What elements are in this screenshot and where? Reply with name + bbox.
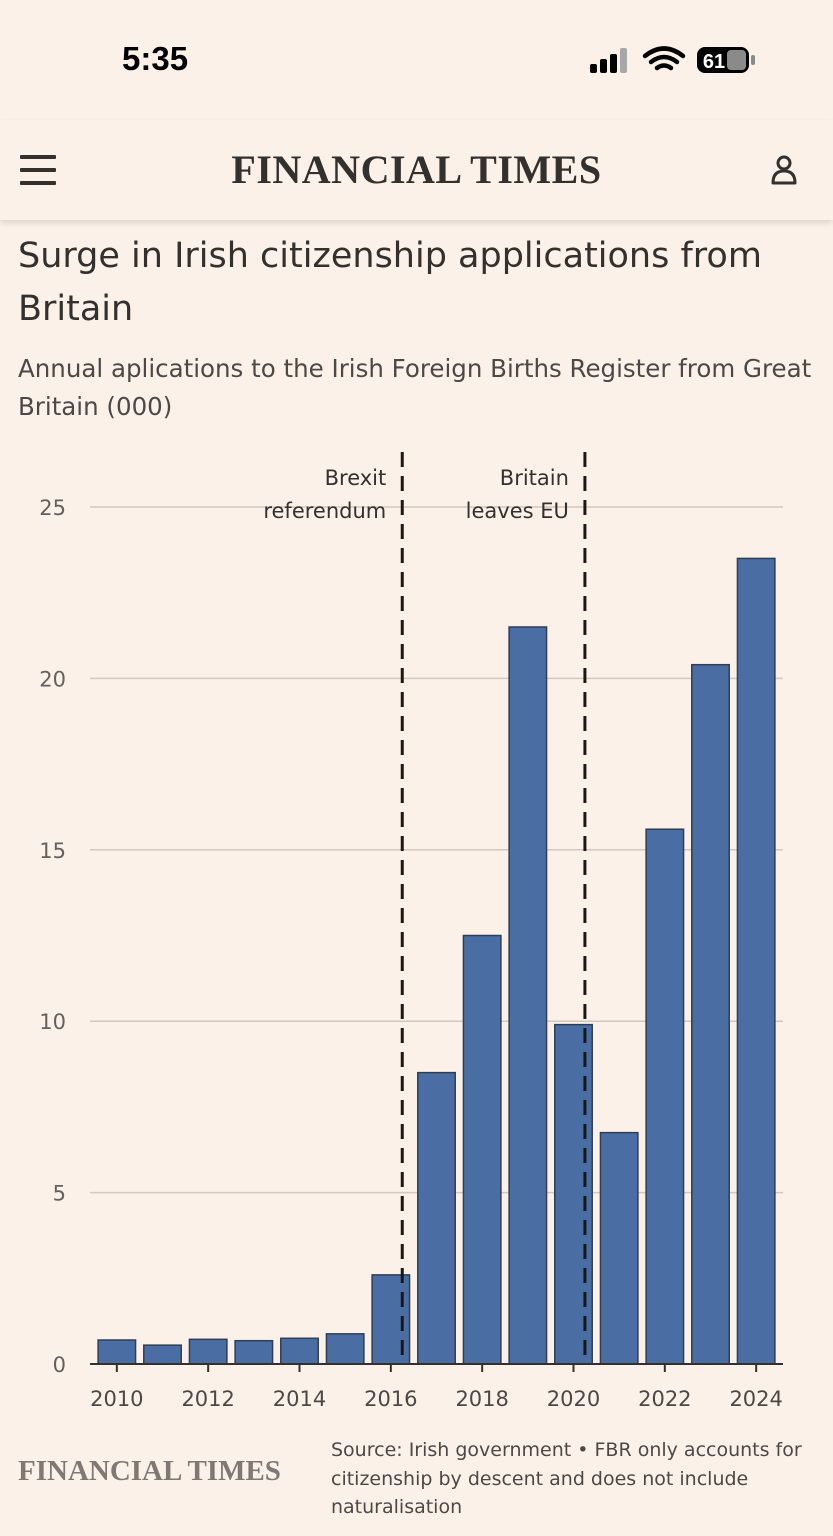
x-tick-label: 2024 bbox=[729, 1387, 782, 1411]
bar bbox=[462, 934, 502, 1365]
bar bbox=[143, 1344, 182, 1365]
x-tick-label: 2012 bbox=[181, 1387, 234, 1411]
x-tick-label: 2022 bbox=[638, 1387, 691, 1411]
x-tick-label: 2010 bbox=[90, 1387, 143, 1411]
bar bbox=[554, 1023, 593, 1365]
annotation-label: Britain bbox=[500, 466, 569, 490]
menu-button[interactable] bbox=[20, 155, 56, 187]
brand-logo[interactable]: FINANCIAL TIMES bbox=[231, 147, 602, 192]
bar bbox=[371, 1274, 411, 1365]
y-tick-label: 15 bbox=[39, 839, 66, 863]
status-icons: 61 bbox=[590, 46, 755, 73]
cellular-signal-icon bbox=[590, 48, 627, 73]
bar bbox=[508, 626, 548, 1365]
y-tick-label: 20 bbox=[39, 667, 66, 691]
chart-subtitle: Annual aplications to the Irish Foreign … bbox=[18, 354, 812, 421]
y-tick-label: 0 bbox=[53, 1353, 66, 1377]
footer-logo: FINANCIAL TIMES bbox=[18, 1455, 281, 1487]
user-icon[interactable] bbox=[768, 153, 800, 187]
source-note: Source: Irish government • FBR only acco… bbox=[331, 1439, 802, 1518]
x-tick-label: 2014 bbox=[273, 1387, 326, 1411]
y-tick-label: 25 bbox=[39, 496, 66, 520]
bar bbox=[599, 1131, 639, 1365]
x-tick-label: 2018 bbox=[455, 1387, 508, 1411]
site-header: FINANCIAL TIMES bbox=[0, 120, 833, 220]
bar-chart: 0 5 10 15 20 25 2010 2012 2014 2016 2018 2020 2022 20… bbox=[39, 452, 783, 1411]
bar bbox=[736, 557, 776, 1365]
bar bbox=[188, 1338, 228, 1365]
y-tick-label: 5 bbox=[53, 1182, 66, 1206]
status-time: 5:35 bbox=[122, 40, 189, 77]
bar bbox=[280, 1337, 319, 1365]
chart-title: Surge in Irish citizenship applications … bbox=[18, 236, 762, 329]
annotation-label: referendum bbox=[263, 499, 386, 523]
bar bbox=[325, 1333, 365, 1365]
y-tick-label: 10 bbox=[39, 1010, 66, 1034]
bar bbox=[234, 1339, 274, 1365]
bar bbox=[645, 828, 685, 1365]
x-tick-label: 2020 bbox=[547, 1387, 600, 1411]
x-tick-label: 2016 bbox=[364, 1387, 417, 1411]
bar bbox=[417, 1071, 456, 1365]
wifi-icon bbox=[642, 46, 686, 71]
battery-level: 61 bbox=[703, 51, 725, 73]
status-bar: 5:35 61 bbox=[0, 0, 833, 120]
bar bbox=[97, 1339, 137, 1365]
annotation-label: Brexit bbox=[325, 466, 387, 490]
bar bbox=[691, 663, 730, 1365]
annotation-label: leaves EU bbox=[466, 499, 569, 523]
